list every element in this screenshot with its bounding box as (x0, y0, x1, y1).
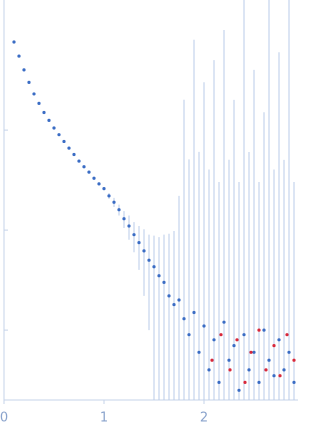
data-point (237, 388, 241, 392)
data-point (17, 54, 21, 58)
data-point (82, 165, 86, 169)
data-point (122, 217, 126, 221)
data-point (243, 380, 247, 384)
data-point (167, 294, 171, 298)
data-point (292, 358, 296, 362)
data-point (142, 249, 146, 253)
data-point (277, 338, 281, 342)
data-point (257, 328, 261, 332)
data-point (107, 194, 111, 198)
data-point (212, 338, 216, 342)
data-point (202, 324, 206, 328)
data-point (112, 200, 116, 204)
data-point (242, 333, 246, 337)
data-point (102, 187, 106, 191)
data-point (272, 374, 276, 378)
data-point (222, 320, 226, 324)
data-point (47, 118, 51, 123)
data-point (147, 258, 151, 262)
data-point (192, 310, 196, 315)
data-point (97, 182, 101, 186)
chart: 0 1 2 (0, 0, 298, 426)
data-point (172, 302, 176, 307)
data-point (152, 265, 156, 269)
data-point (57, 133, 61, 137)
data-point (117, 208, 121, 212)
data-point (162, 280, 166, 284)
data-point (262, 328, 266, 332)
data-point (62, 139, 66, 144)
data-point (132, 233, 136, 237)
data-point (27, 80, 31, 84)
data-point (177, 298, 181, 302)
data-point (127, 224, 131, 228)
data-point (42, 110, 46, 115)
data-point (292, 380, 296, 384)
data-point (77, 159, 81, 163)
data-point (232, 343, 236, 348)
data-point (22, 68, 26, 72)
data-point (285, 333, 289, 337)
data-point (67, 146, 71, 150)
data-point (227, 358, 231, 362)
data-point (282, 368, 286, 372)
data-point (87, 170, 91, 174)
data-point (272, 343, 276, 348)
data-point (207, 368, 211, 372)
data-point (235, 338, 239, 342)
data-point (217, 380, 221, 384)
data-point (32, 92, 36, 96)
data-point (137, 240, 141, 245)
x-tick-label: 2 (200, 411, 208, 426)
data-point (249, 350, 253, 354)
data-point (52, 126, 56, 130)
data-point (264, 368, 268, 372)
x-tick-label: 1 (100, 411, 108, 426)
data-point (267, 358, 271, 362)
data-point (72, 152, 76, 157)
data-point (219, 333, 223, 337)
data-point (228, 368, 232, 372)
data-point (247, 368, 251, 372)
data-point (287, 350, 291, 354)
data-point (278, 374, 282, 378)
data-point (257, 380, 261, 384)
data-point (92, 176, 96, 180)
data-point (182, 317, 186, 321)
data-point (252, 350, 256, 354)
data-point (197, 350, 201, 354)
data-point (210, 358, 214, 362)
data-point (12, 40, 16, 44)
data-point (37, 101, 41, 105)
x-tick-label: 0 (0, 411, 8, 426)
data-point (187, 333, 191, 337)
data-point (157, 274, 161, 278)
